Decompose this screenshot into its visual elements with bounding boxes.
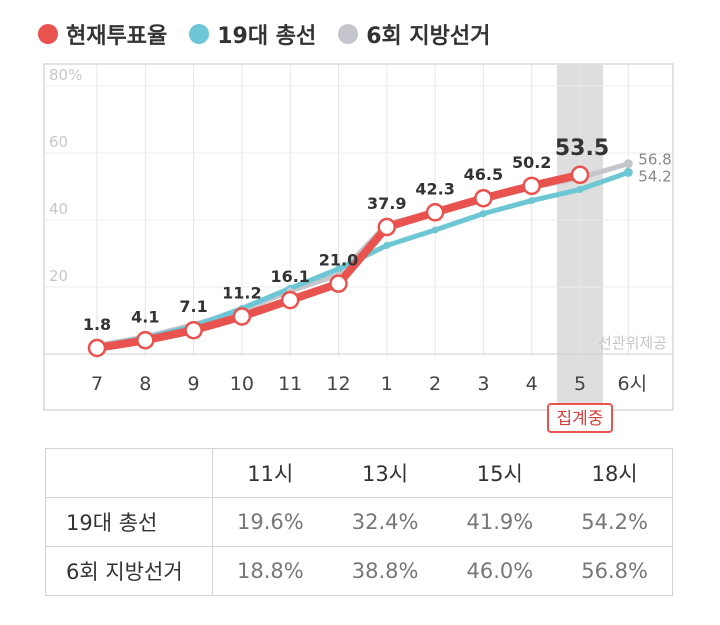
x-tick-label: 7 [91,373,103,395]
current-turnout-point [184,320,203,340]
current-turnout-value-label: 16.1 [270,267,309,286]
current-turnout-value-label: 7.1 [179,297,207,316]
legend-swatch-19th-general [189,24,210,44]
x-tick-label: 2 [429,373,441,395]
current-turnout-point [136,331,155,350]
x-tick-label: 8 [139,373,151,395]
series-point-1 [335,265,342,273]
counting-badge [547,403,613,433]
series-end-label: 56.8 [638,151,671,169]
table-cell: 38.8% [327,546,443,596]
series-point-1 [383,241,391,249]
table-row-label: 6회 지방선거 [45,546,213,596]
current-turnout-value-label: 21.0 [319,251,358,270]
current-turnout-point [280,290,300,310]
y-tick-label: 40 [49,200,68,218]
legend-swatch-current [38,24,58,44]
series-end-label: 54.2 [638,167,671,185]
current-turnout-value-label: 46.5 [464,165,503,184]
current-turnout-point [474,188,493,208]
table-row: 6회 지방선거 18.8% 38.8% 46.0% 56.8% [45,546,673,596]
table-corner-cell [45,448,213,498]
current-turnout-value-label: 50.2 [512,153,551,172]
current-turnout-point [377,217,397,237]
legend-item-19th-general: 19대 총선 [189,18,316,50]
y-tick-label: 20 [49,267,68,285]
series-point-1 [576,186,584,194]
x-tick-label: 6시 [618,373,648,395]
source-note: 선관위제공 [598,334,667,352]
table-header-cell: 15시 [442,448,558,498]
legend-item-current: 현재투표율 [38,18,167,50]
x-tick-label: 9 [188,373,200,395]
current-turnout-value-label: 4.1 [131,307,159,326]
current-turnout-value-label: 11.2 [222,283,261,302]
current-turnout-point [425,203,445,222]
legend-label-19th-general: 19대 총선 [217,24,317,49]
current-turnout-point [87,338,107,358]
series-point-1 [528,197,536,205]
chart-legend: 현재투표율 19대 총선 6회 지방선거 [38,14,512,54]
x-tick-label: 10 [230,373,254,395]
table-header-cell: 11시 [212,448,328,498]
table-cell: 56.8% [557,546,673,596]
current-turnout-value-label: 42.3 [415,179,454,198]
table-cell: 54.2% [557,497,673,547]
table-cell: 46.0% [442,546,558,596]
current-turnout-value-label: 37.9 [367,194,406,213]
current-turnout-point [232,307,252,326]
table-cell: 41.9% [442,497,558,547]
table-header-row: 11시 13시 15시 18시 [45,448,673,498]
x-tick-label: 12 [326,373,350,395]
current-turnout-value-label: 1.8 [83,315,111,334]
current-turnout-point [522,176,541,196]
current-turnout-point [570,165,590,185]
current-turnout-point [329,274,348,293]
legend-item-6th-local: 6회 지방선거 [338,18,490,50]
legend-swatch-6th-local [338,24,359,44]
table-cell: 18.8% [212,546,328,596]
x-tick-label: 5 [574,373,586,395]
x-tick-label: 4 [526,373,538,395]
counting-badge-label: 집계중 [557,409,604,429]
series-point-1 [623,167,633,177]
legend-label-current: 현재투표율 [66,24,168,49]
series-point-2 [623,159,633,169]
table-cell: 32.4% [327,497,443,547]
turnout-comparison-table: 11시 13시 15시 18시 19대 총선 19.6% 32.4% 41.9%… [45,448,673,596]
current-turnout-value-label: 53.5 [555,136,609,161]
legend-label-6th-local: 6회 지방선거 [366,24,491,49]
y-tick-label: 80% [49,66,82,84]
series-point-1 [479,210,487,218]
table-cell: 19.6% [212,497,328,547]
x-tick-label: 11 [278,373,302,395]
x-tick-label: 3 [477,373,489,395]
table-header-cell: 13시 [327,448,443,498]
table-header-cell: 18시 [557,448,673,498]
table-row: 19대 총선 19.6% 32.4% 41.9% 54.2% [45,497,673,547]
series-point-1 [431,226,439,234]
x-tick-label: 1 [381,373,393,395]
y-tick-label: 60 [49,133,68,151]
table-row-label: 19대 총선 [45,497,213,547]
